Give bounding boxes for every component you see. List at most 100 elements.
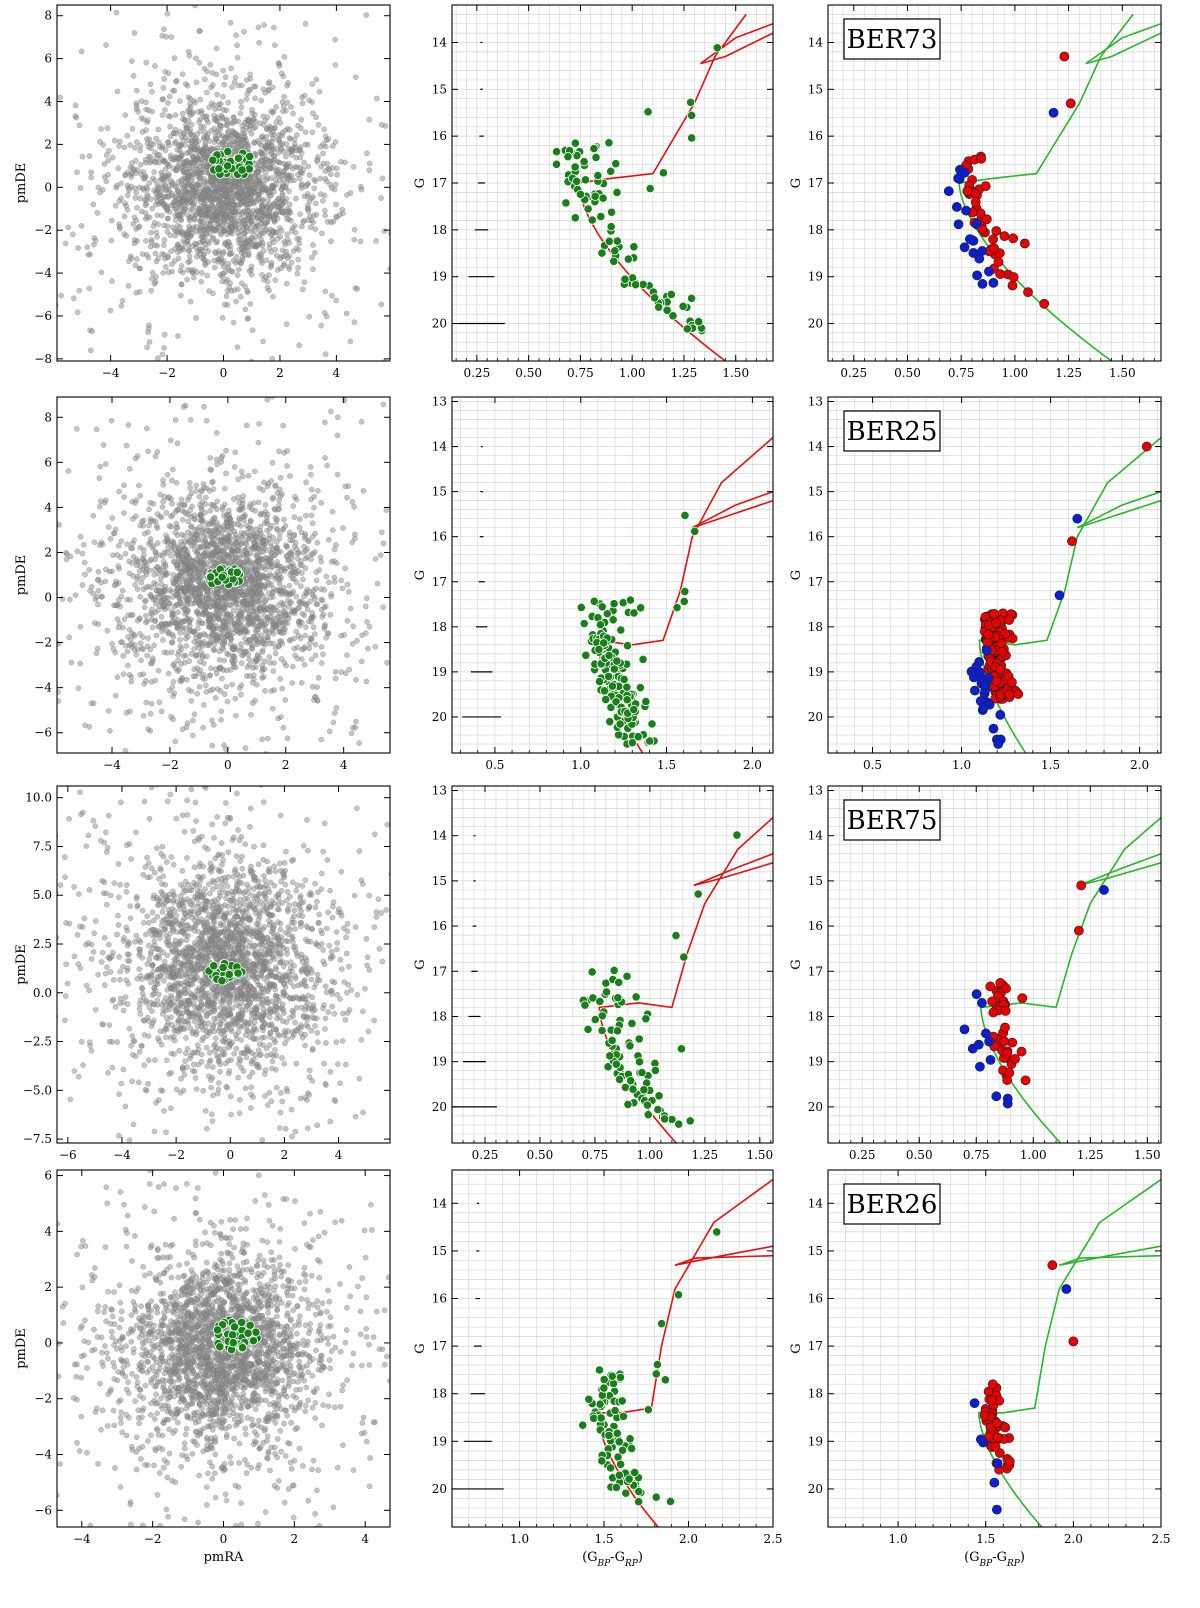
field-star-point: [166, 494, 172, 500]
field-star-point: [116, 488, 122, 495]
field-star-point: [189, 230, 196, 236]
field-star-point: [203, 231, 210, 237]
field-star-point: [290, 224, 296, 231]
field-star-point: [321, 604, 328, 611]
field-star-point: [274, 559, 281, 565]
field-star-point: [263, 226, 270, 233]
field-star-point: [199, 270, 205, 276]
field-star-point: [319, 230, 325, 237]
field-star-point: [76, 122, 83, 129]
field-star-point: [87, 347, 94, 354]
x-tick-label: 2: [276, 366, 284, 380]
field-star-point: [109, 568, 115, 575]
field-star-point: [303, 512, 309, 519]
field-star-point: [244, 315, 251, 322]
field-star-point: [306, 645, 313, 652]
field-star-point: [133, 289, 140, 296]
field-star-point: [246, 504, 253, 510]
field-star-point: [103, 152, 110, 158]
field-star-point: [171, 603, 178, 610]
field-star-point: [230, 114, 237, 121]
field-star-point: [267, 164, 273, 171]
member-stars: [208, 146, 255, 179]
field-star-point: [165, 670, 172, 677]
blue-star-point: [953, 173, 964, 184]
field-star-point: [237, 201, 244, 208]
field-star-point: [185, 496, 191, 503]
y-tick-label: −2: [34, 223, 52, 237]
field-star-point: [266, 215, 273, 221]
field-star-point: [302, 129, 309, 136]
field-star-point: [79, 582, 86, 588]
field-star-point: [259, 153, 266, 160]
field-star-point: [144, 194, 151, 200]
y-tick-label: 0: [44, 180, 52, 194]
field-star-point: [296, 236, 303, 242]
field-star-point: [193, 482, 200, 489]
field-star-point: [333, 165, 340, 172]
field-star-point: [198, 222, 205, 229]
field-star-point: [184, 276, 190, 283]
field-star-point: [131, 214, 138, 221]
field-star-point: [245, 118, 252, 125]
red-star-point: [1019, 238, 1030, 249]
field-star-point: [147, 710, 154, 717]
error-bars: [458, 41, 505, 325]
field-star-point: [179, 110, 186, 117]
field-star-point: [293, 496, 300, 503]
field-star-point: [319, 614, 326, 620]
field-star-point: [195, 138, 202, 145]
field-star-point: [156, 699, 163, 706]
field-star-point: [177, 224, 183, 230]
field-star-point: [284, 448, 290, 454]
field-star-point: [242, 745, 249, 751]
field-star-point: [156, 139, 162, 146]
field-star-point: [214, 238, 221, 245]
field-star-point: [247, 550, 254, 557]
field-star-point: [138, 98, 145, 105]
field-star-point: [264, 125, 271, 132]
field-star-point: [151, 642, 158, 649]
field-star-point: [249, 241, 256, 248]
field-star-point: [98, 269, 105, 276]
field-star-point: [293, 579, 300, 586]
member-star-point: [587, 215, 597, 225]
member-star-point: [233, 153, 244, 163]
field-star-point: [212, 249, 218, 255]
field-star-point: [184, 230, 191, 236]
field-star-point: [259, 239, 266, 246]
field-star-point: [191, 267, 197, 273]
field-star-point: [179, 516, 186, 523]
field-star-point: [129, 170, 135, 176]
field-star-point: [321, 310, 328, 316]
member-star-point: [611, 159, 621, 169]
field-star-point: [135, 108, 141, 115]
field-star-point: [343, 310, 350, 317]
field-star-point: [121, 144, 128, 151]
field-star-point: [145, 583, 152, 590]
field-star-point: [191, 515, 198, 522]
field-star-point: [144, 344, 151, 351]
field-star-point: [378, 301, 385, 308]
field-star-point: [160, 637, 166, 643]
field-star-point: [239, 246, 245, 252]
field-star-point: [281, 260, 288, 267]
field-star-point: [132, 513, 139, 520]
field-star-point: [288, 217, 294, 224]
field-star-point: [134, 204, 140, 211]
field-star-point: [174, 532, 181, 539]
field-star-point: [164, 223, 171, 230]
field-star-point: [202, 494, 209, 501]
field-star-point: [276, 497, 283, 503]
field-star-point: [165, 139, 171, 145]
field-star-point: [247, 518, 254, 525]
field-star-point: [205, 259, 212, 265]
field-star-point: [187, 416, 194, 423]
field-star-point: [378, 195, 384, 201]
field-star-point: [301, 217, 308, 224]
field-star-point: [172, 112, 179, 118]
field-star-point: [306, 97, 313, 104]
field-star-point: [90, 201, 97, 208]
field-star-point: [85, 251, 92, 258]
